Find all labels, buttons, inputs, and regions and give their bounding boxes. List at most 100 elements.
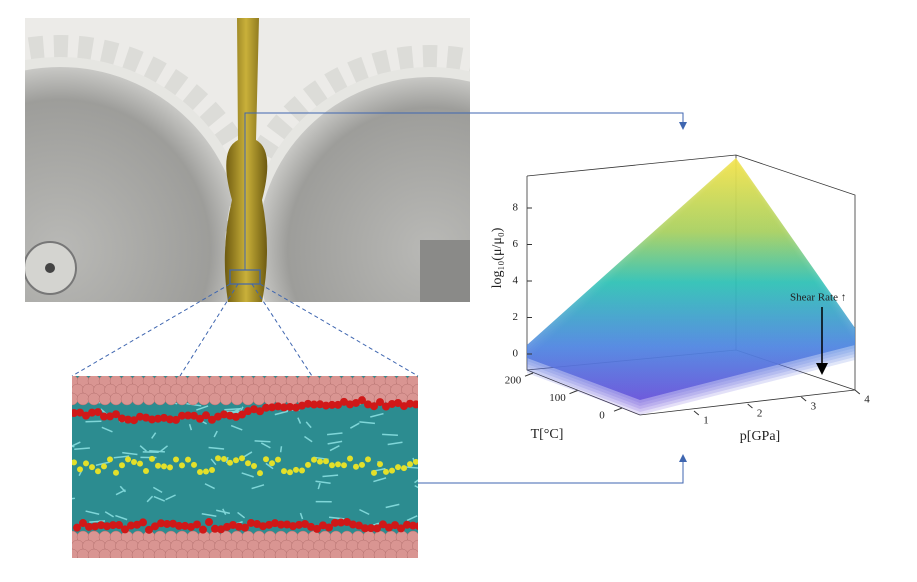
atom [119,462,125,469]
atom [353,463,359,470]
atom [197,548,211,558]
connector [244,112,687,270]
atom [313,524,321,533]
chain [299,512,304,520]
atom [383,468,389,475]
atom [153,548,167,558]
atom [317,458,323,465]
atom [395,548,409,558]
z-tick-label: 6 [513,238,519,250]
atom [305,461,311,468]
atom [328,400,336,409]
atom [139,518,147,527]
atom [223,522,231,531]
chain [359,508,370,516]
p-tick [747,403,753,409]
chain [265,462,274,470]
atom [136,412,144,421]
atom [230,548,244,558]
atom [219,548,233,558]
atom [87,392,101,406]
atom [95,468,101,475]
chain [101,426,113,433]
atom [245,460,251,467]
atom [335,461,341,468]
atom [98,392,112,406]
atom [298,401,306,410]
atom [413,458,418,465]
atom [178,411,186,420]
atom [407,461,413,468]
atom [148,415,156,424]
atom [115,521,123,530]
chain [305,421,312,429]
gear-photo [25,18,470,302]
p-axis-label: p[GPa] [740,429,780,444]
atom [209,467,215,474]
atom [299,467,305,474]
atom [259,522,267,531]
atom [77,466,83,473]
atom [230,392,244,406]
chain [165,494,176,501]
atom [310,400,318,409]
atom [185,456,191,463]
chain [89,520,106,523]
chain [251,484,265,490]
atom [164,548,178,558]
atom [346,400,354,409]
chain [254,440,271,443]
atom [406,399,414,408]
atom [251,462,257,469]
chain [115,489,126,496]
atom [409,521,417,530]
atom [263,456,269,463]
atom [233,457,239,464]
atom [307,522,315,531]
chain [208,446,225,450]
atom [160,413,168,422]
chain [274,410,289,416]
atom [263,392,277,406]
atom [83,460,89,467]
viscosity-surface [527,158,855,415]
atom [349,520,357,529]
atom [286,402,294,411]
atom [186,548,200,558]
atom [262,403,270,412]
atom [265,520,273,529]
atom [120,548,134,558]
atom [292,403,300,412]
atom [316,400,324,409]
p-tick [801,396,807,402]
atom [415,522,418,531]
atom [131,458,137,465]
chain [373,477,387,483]
atom [85,522,93,531]
atom [367,524,375,533]
atom [343,518,351,527]
atom [394,399,402,408]
atom [235,522,243,531]
atom [268,403,276,412]
atom [208,392,222,406]
chain [149,449,165,453]
atom [100,412,108,421]
atom [184,411,192,420]
atom [191,461,197,468]
chain [72,497,76,500]
atom [247,518,255,527]
atom [125,456,131,463]
chain [322,474,339,478]
atom [359,461,365,468]
chain [414,479,418,484]
chain [74,447,90,450]
atom [124,415,132,424]
atom [364,400,372,409]
atom [97,521,105,530]
chain [370,412,384,418]
chain [327,432,343,436]
chain [115,514,128,521]
atom [157,519,165,528]
